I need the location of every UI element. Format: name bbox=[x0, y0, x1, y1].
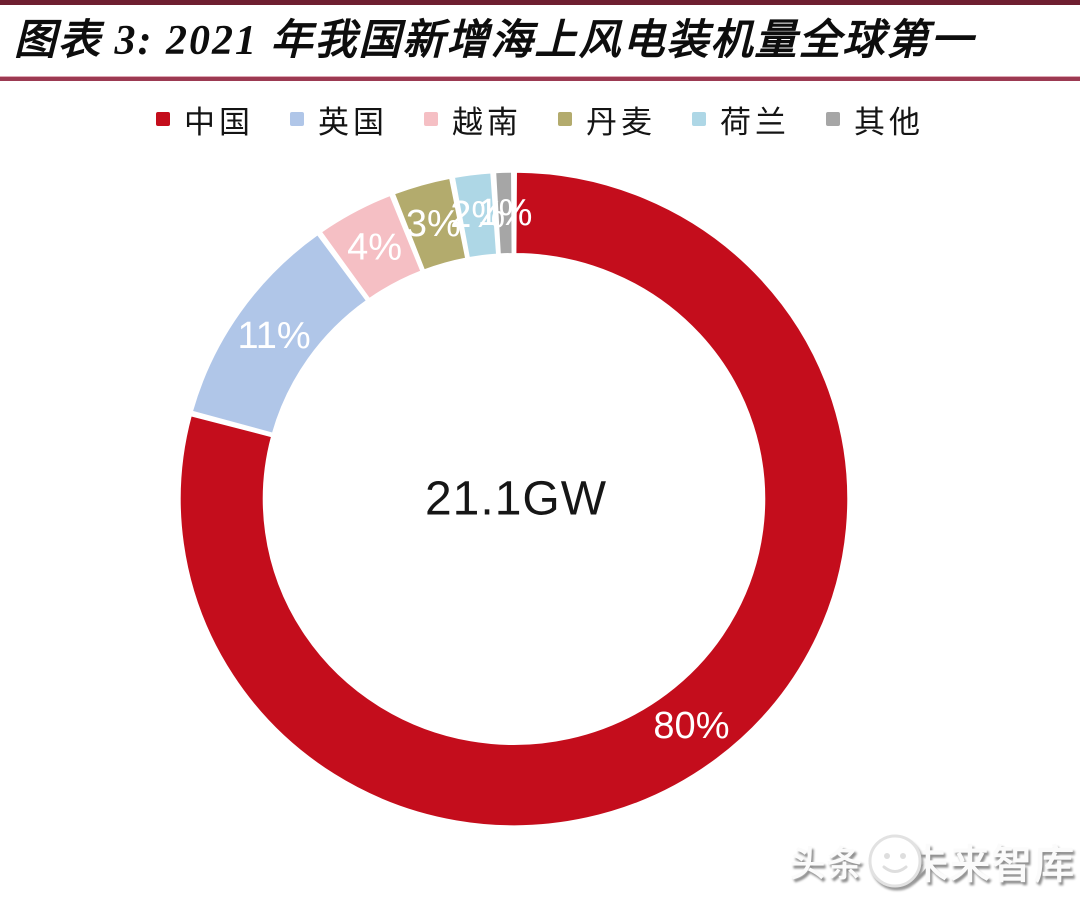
slice-label-丹麦: 3% bbox=[406, 203, 461, 245]
legend-swatch-6 bbox=[826, 112, 840, 127]
slice-label-其他: 1% bbox=[477, 192, 532, 234]
legend-label-6: 其他 bbox=[854, 104, 924, 140]
legend-label-2: 英国 bbox=[318, 104, 388, 140]
slice-label-越南: 4% bbox=[347, 227, 402, 269]
watermark-name: 未来智库 bbox=[908, 842, 1076, 887]
legend-swatch-2 bbox=[290, 112, 304, 127]
legend-label-5: 荷兰 bbox=[720, 104, 790, 140]
chart-legend: 中国 英国 越南 丹麦 荷兰 其他 bbox=[0, 97, 1080, 142]
donut-slice-英国 bbox=[191, 233, 368, 435]
legend-item-1: 中国 bbox=[156, 97, 254, 142]
header-top-rule bbox=[0, 0, 1080, 5]
donut-slice-荷兰 bbox=[453, 171, 498, 259]
legend-swatch-4 bbox=[558, 112, 572, 127]
donut-slice-越南 bbox=[320, 194, 423, 300]
legend-item-6: 其他 bbox=[826, 97, 924, 142]
toutiao-smiley-logo bbox=[868, 834, 922, 888]
figure-title: 图表 3: 2021 年我国新增海上风电装机量全球第一 bbox=[14, 18, 975, 64]
legend-swatch-1 bbox=[156, 112, 170, 127]
legend-label-3: 越南 bbox=[452, 104, 522, 140]
legend-swatch-3 bbox=[424, 112, 438, 127]
watermark: 头条 未来智库 bbox=[790, 832, 1076, 890]
legend-item-3: 越南 bbox=[424, 97, 522, 142]
donut-slice-其他 bbox=[494, 171, 514, 255]
legend-swatch-5 bbox=[692, 112, 706, 127]
donut-slice-丹麦 bbox=[393, 177, 467, 272]
watermark-prefix: 头条 bbox=[789, 844, 864, 884]
legend-label-1: 中国 bbox=[184, 104, 254, 140]
slice-label-英国: 11% bbox=[237, 315, 310, 357]
header-bottom-rule bbox=[0, 75, 1080, 81]
donut-center-label: 21.1GW bbox=[425, 473, 607, 526]
donut-slice-labels: 80% 11% 4%3%2%1% bbox=[237, 192, 729, 747]
donut-slice-中国 bbox=[179, 171, 849, 827]
donut-slices bbox=[179, 171, 849, 827]
legend-label-4: 丹麦 bbox=[586, 104, 656, 140]
legend-item-4: 丹麦 bbox=[558, 97, 656, 142]
legend-item-2: 英国 bbox=[290, 97, 388, 142]
figure-header: 图表 3: 2021 年我国新增海上风电装机量全球第一 bbox=[0, 0, 1080, 81]
slice-label-中国: 80% bbox=[653, 705, 729, 747]
slice-label-荷兰: 2% bbox=[450, 194, 505, 236]
legend-item-5: 荷兰 bbox=[692, 97, 790, 142]
